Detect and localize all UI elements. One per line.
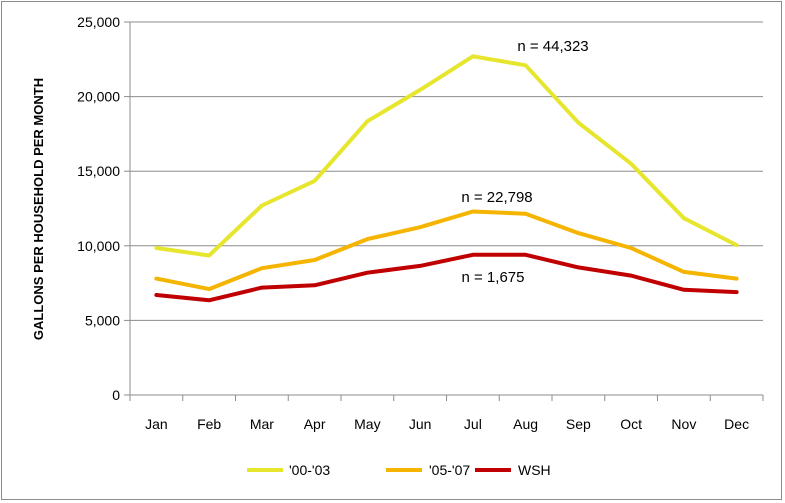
- x-tick-label: Jan: [145, 416, 168, 432]
- axes: [129, 22, 764, 401]
- legend: '00-'03 '05-'07 WSH: [247, 462, 551, 478]
- y-tick-label: 0: [112, 387, 120, 403]
- y-tick-label: 20,000: [77, 89, 120, 105]
- series-lines: [154, 54, 739, 303]
- annotation-n: n = 22,798: [461, 189, 532, 206]
- annotations: n = 44,323 n = 22,798 n = 1,675: [461, 38, 588, 286]
- x-tick-label: Jul: [464, 416, 482, 432]
- x-tick-label: Apr: [304, 416, 326, 432]
- y-tick-labels: 0 5,000 10,000 15,000 20,000 25,000: [77, 14, 120, 403]
- x-tick-label: Nov: [671, 416, 696, 432]
- annotation-n: n = 1,675: [462, 269, 525, 286]
- x-tick-label: Dec: [724, 416, 749, 432]
- legend-label: '05-'07: [429, 462, 470, 478]
- x-tick-labels: Jan Feb Mar Apr May Jun Jul Aug Sep Oct Nov Dec: [145, 416, 749, 432]
- annotation-n: n = 44,323: [517, 38, 588, 55]
- series-line-2: [154, 252, 739, 303]
- x-tick-label: Aug: [513, 416, 538, 432]
- y-tick-label: 15,000: [77, 163, 120, 179]
- x-tick-label: Sep: [566, 416, 591, 432]
- x-tick-label: May: [354, 416, 380, 432]
- series-line-0: [154, 54, 739, 258]
- legend-label: '00-'03: [289, 462, 330, 478]
- y-axis-label: GALLONS PER HOUSEHOLD PER MONTH: [31, 78, 46, 340]
- y-tick-label: 25,000: [77, 14, 120, 30]
- y-tick-label: 5,000: [85, 312, 120, 328]
- legend-label: WSH: [518, 462, 551, 478]
- gridlines: [124, 21, 763, 396]
- x-tick-label: Feb: [197, 416, 221, 432]
- x-tick-label: Oct: [620, 416, 642, 432]
- x-tick-label: Jun: [409, 416, 432, 432]
- y-tick-label: 10,000: [77, 238, 120, 254]
- x-tick-label: Mar: [250, 416, 274, 432]
- series-line-1: [154, 209, 739, 292]
